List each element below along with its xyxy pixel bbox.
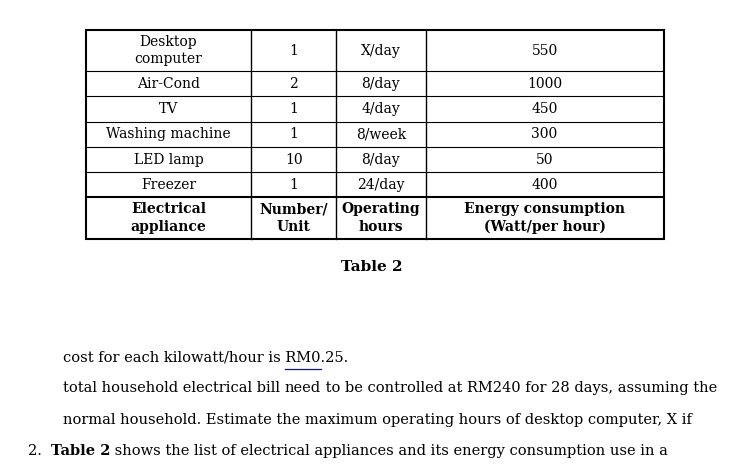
Text: 8/day: 8/day xyxy=(362,77,400,91)
Text: 8/day: 8/day xyxy=(362,153,400,167)
Text: Electrical
appliance: Electrical appliance xyxy=(131,202,206,234)
Text: shows the list of electrical appliances and its energy consumption use in a: shows the list of electrical appliances … xyxy=(110,444,668,458)
Text: 300: 300 xyxy=(531,127,558,141)
Text: Desktop
computer: Desktop computer xyxy=(135,35,202,66)
Text: 8/week: 8/week xyxy=(356,127,406,141)
Text: Energy consumption
(Watt/per hour): Energy consumption (Watt/per hour) xyxy=(464,202,625,234)
Text: Freezer: Freezer xyxy=(141,178,196,192)
Text: Washing machine: Washing machine xyxy=(106,127,231,141)
Text: Operating
hours: Operating hours xyxy=(341,202,420,234)
Text: 1000: 1000 xyxy=(527,77,562,91)
Text: 24/day: 24/day xyxy=(357,178,405,192)
Text: to be controlled at RM240 for 28 days, assuming the: to be controlled at RM240 for 28 days, a… xyxy=(321,381,717,395)
Text: 2.: 2. xyxy=(28,444,42,458)
Text: 400: 400 xyxy=(531,178,558,192)
Text: TV: TV xyxy=(159,102,178,116)
Text: 10: 10 xyxy=(285,153,303,167)
Text: Number/
Unit: Number/ Unit xyxy=(260,202,328,234)
Text: need: need xyxy=(285,381,321,395)
Text: cost for each kilowatt/hour is RM0.25.: cost for each kilowatt/hour is RM0.25. xyxy=(63,350,348,364)
Text: 2: 2 xyxy=(289,77,298,91)
Text: normal household. Estimate the maximum operating hours of desktop computer, X if: normal household. Estimate the maximum o… xyxy=(63,413,692,427)
Text: Table 2: Table 2 xyxy=(51,444,110,458)
Bar xyxy=(86,30,664,239)
Text: 1: 1 xyxy=(289,178,298,192)
Text: 550: 550 xyxy=(531,44,558,58)
Text: LED lamp: LED lamp xyxy=(134,153,203,167)
Text: 1: 1 xyxy=(289,44,298,58)
Text: 50: 50 xyxy=(536,153,554,167)
Text: total household electrical bill: total household electrical bill xyxy=(63,381,285,395)
Text: Air-Cond: Air-Cond xyxy=(137,77,200,91)
Text: 1: 1 xyxy=(289,102,298,116)
Text: 450: 450 xyxy=(531,102,558,116)
Text: Table 2: Table 2 xyxy=(341,260,403,274)
Text: 4/day: 4/day xyxy=(362,102,400,116)
Text: 1: 1 xyxy=(289,127,298,141)
Text: X/day: X/day xyxy=(361,44,401,58)
